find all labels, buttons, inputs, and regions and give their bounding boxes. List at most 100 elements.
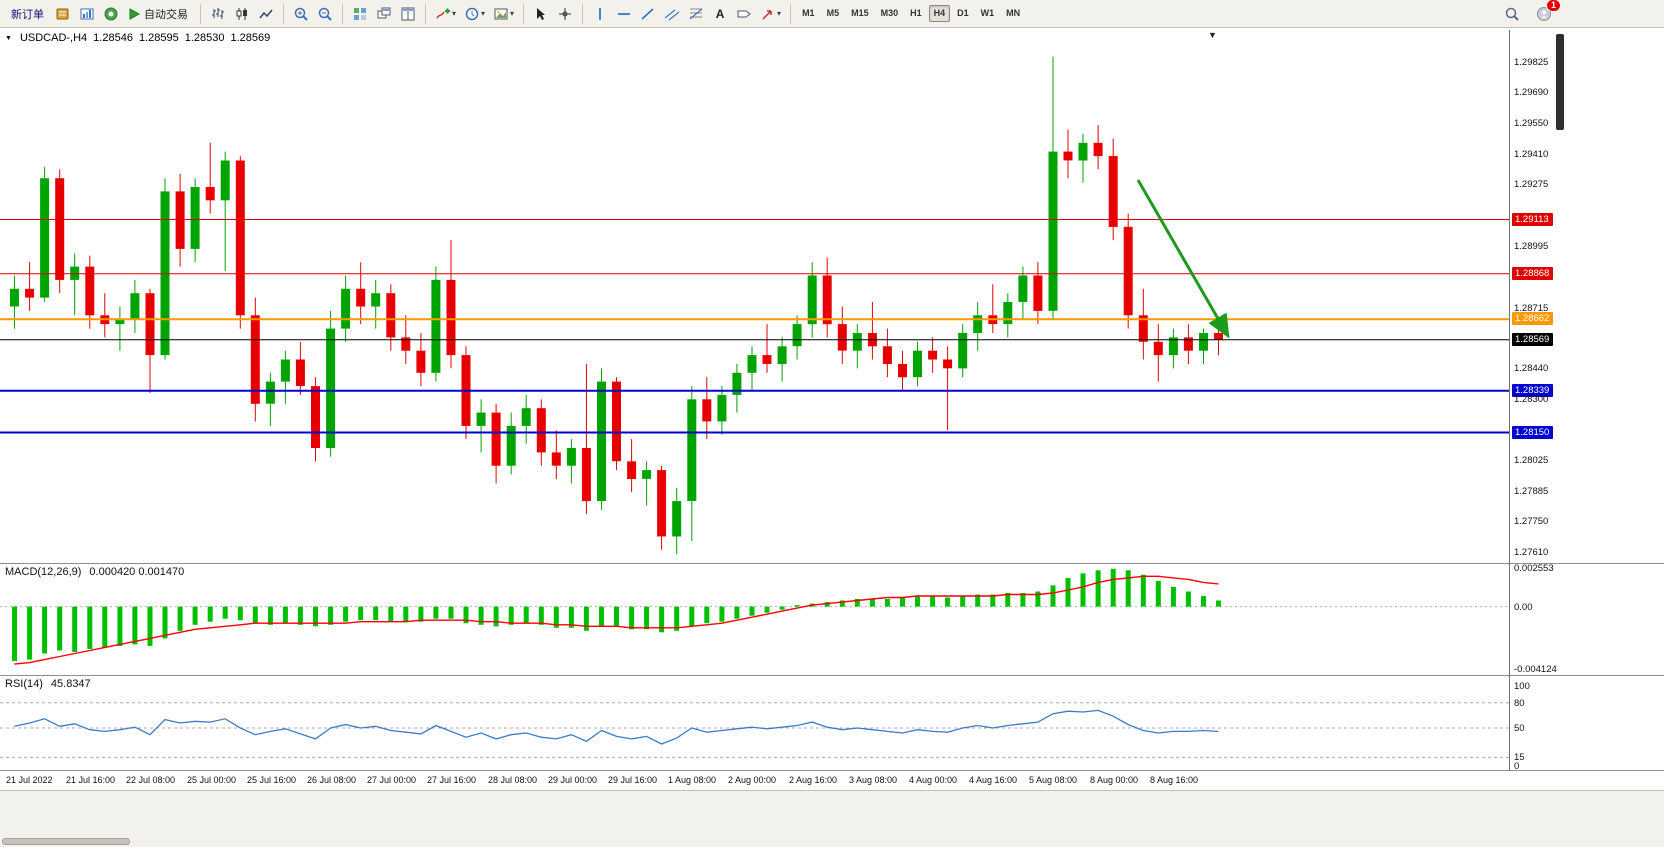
tab-timeframe-m30[interactable]: M30	[880, 8, 899, 18]
rsi-panel[interactable]: RSI(14) 45.8347	[0, 675, 1510, 770]
price-chart-panel[interactable]: ▼ USDCAD-,H4 1.28546 1.28595 1.28530 1.2…	[0, 30, 1510, 563]
community-button[interactable]	[100, 3, 122, 25]
toolbar-separator	[425, 3, 426, 24]
macd-panel[interactable]: MACD(12,26,9) 0.000420 0.001470	[0, 563, 1510, 675]
price-level-badge: 1.29113	[1512, 213, 1553, 226]
new-order-label: 新订单	[11, 8, 44, 21]
chart-symbol-label: USDCAD-,H4	[19, 32, 88, 44]
tab-timeframe-h1[interactable]: H1	[910, 8, 922, 18]
horizontal-scrollbar-thumb[interactable]	[2, 838, 130, 845]
vertical-scrollbar-thumb[interactable]	[1556, 34, 1564, 130]
text-tool-button[interactable]: A	[709, 3, 731, 25]
order-book-icon	[55, 6, 71, 22]
trendline-tool-button[interactable]	[637, 3, 659, 25]
zoom-in-button[interactable]	[290, 3, 312, 25]
auto-trading-button[interactable]: 自动交易	[124, 3, 194, 25]
time-axis[interactable]: 21 Jul 2022 21 Jul 16:00 22 Jul 08:00 25 Ju…	[0, 770, 1664, 790]
add-indicator-icon	[435, 6, 451, 22]
price-tick-label: 1.27885	[1514, 486, 1549, 497]
time-axis-label: 3 Aug 08:00	[849, 775, 898, 785]
cascade-windows-button[interactable]	[373, 3, 395, 25]
channel-tool-button[interactable]	[661, 3, 683, 25]
price-tick-label: 1.29410	[1514, 149, 1549, 160]
toolbar-separator	[342, 3, 343, 24]
notification-badge: 1	[1545, 0, 1561, 12]
tab-timeframe-m15[interactable]: M15	[851, 8, 869, 18]
macd-name-label: MACD(12,26,9)	[5, 566, 82, 578]
shapes-tool-button[interactable]: ▾	[757, 3, 784, 25]
play-icon	[127, 7, 141, 21]
time-axis-label: 26 Jul 08:00	[307, 775, 357, 785]
time-axis-label: 28 Jul 08:00	[488, 775, 538, 785]
horizontal-line-tool-button[interactable]	[613, 3, 635, 25]
time-axis-label: 21 Jul 2022	[6, 775, 53, 785]
line-chart-type-button[interactable]	[255, 3, 277, 25]
template-button[interactable]: ▾	[490, 3, 517, 25]
macd-tick-label: 0.002553	[1514, 563, 1554, 574]
time-axis-label: 5 Aug 08:00	[1029, 775, 1078, 785]
tab-timeframe-h4[interactable]: H4	[928, 5, 951, 22]
tab-timeframe-mn[interactable]: MN	[1006, 8, 1021, 18]
label-tool-icon	[736, 6, 752, 22]
zoom-out-button[interactable]	[314, 3, 336, 25]
macd-axis[interactable]: 0.002553 0.00 -0.004124	[1510, 563, 1664, 675]
new-order-button[interactable]: 新订单	[5, 3, 50, 25]
time-axis-label: 4 Aug 16:00	[969, 775, 1018, 785]
price-tick-label: 1.27750	[1514, 516, 1549, 527]
chevron-down-icon: ▾	[777, 9, 782, 18]
cursor-icon	[533, 6, 549, 22]
candlestick-chart[interactable]	[0, 30, 1509, 563]
rsi-tick-label: 15	[1514, 752, 1525, 763]
notifications-button[interactable]: 1	[1533, 0, 1561, 25]
chart-open-value: 1.28546	[93, 32, 133, 44]
rsi-axis[interactable]: 100 80 50 15 0	[1510, 675, 1664, 772]
rsi-name-label: RSI(14)	[5, 678, 43, 690]
macd-values-label: 0.000420 0.001470	[89, 566, 185, 578]
fibonacci-tool-button[interactable]	[685, 3, 707, 25]
tab-timeframe-d1[interactable]: D1	[957, 8, 969, 18]
price-axis[interactable]: 1.29825 1.29690 1.29550 1.29410 1.29275 1.291…	[1510, 30, 1664, 563]
vertical-line-tool-button[interactable]	[589, 3, 611, 25]
chart-shift-marker[interactable]: ▼	[1208, 30, 1217, 40]
chart-collapse-icon[interactable]: ▼	[5, 34, 12, 42]
time-axis-label: 27 Jul 00:00	[367, 775, 417, 785]
tab-timeframe-m5[interactable]: M5	[826, 8, 840, 18]
rsi-header: RSI(14) 45.8347	[5, 678, 91, 690]
search-button[interactable]	[1501, 3, 1523, 25]
chart-window-button[interactable]	[76, 3, 98, 25]
period-button[interactable]: ▾	[461, 3, 488, 25]
price-tick-label: 1.29550	[1514, 118, 1549, 129]
tab-timeframe-w1[interactable]: W1	[980, 8, 995, 18]
price-tick-label: 1.29690	[1514, 87, 1549, 98]
template-icon	[493, 6, 509, 22]
order-book-button[interactable]	[52, 3, 74, 25]
tab-timeframe-m1[interactable]: M1	[802, 8, 815, 18]
chart-close-value: 1.28569	[230, 32, 271, 44]
toolbar-right-icons: 1	[1500, 0, 1660, 25]
toolbar-separator	[200, 3, 201, 24]
macd-chart[interactable]	[0, 564, 1509, 676]
cursor-tool-button[interactable]	[530, 3, 552, 25]
crosshair-tool-button[interactable]	[554, 3, 576, 25]
macd-tick-label: -0.004124	[1514, 664, 1557, 675]
add-indicator-button[interactable]: ▾	[432, 3, 459, 25]
rsi-chart[interactable]	[0, 676, 1509, 771]
rsi-tick-label: 80	[1514, 698, 1525, 709]
label-tool-button[interactable]	[733, 3, 755, 25]
tile-windows-button[interactable]	[349, 3, 371, 25]
toolbar-separator	[582, 3, 584, 24]
arrange-windows-button[interactable]	[397, 3, 419, 25]
toolbar-separator	[790, 3, 792, 24]
bar-chart-type-button[interactable]	[207, 3, 229, 25]
toolbar-separator	[523, 3, 525, 24]
chart-header: ▼ USDCAD-,H4 1.28546 1.28595 1.28530 1.2…	[5, 32, 270, 44]
time-axis-label: 21 Jul 16:00	[66, 775, 116, 785]
zoom-out-icon	[317, 6, 333, 22]
bar-chart-type-icon	[210, 6, 226, 22]
price-tick-label: 1.28300	[1514, 394, 1549, 405]
vertical-line-icon	[592, 6, 608, 22]
time-axis-label: 29 Jul 16:00	[608, 775, 658, 785]
candle-chart-type-button[interactable]	[231, 3, 253, 25]
time-axis-label: 2 Aug 16:00	[789, 775, 838, 785]
